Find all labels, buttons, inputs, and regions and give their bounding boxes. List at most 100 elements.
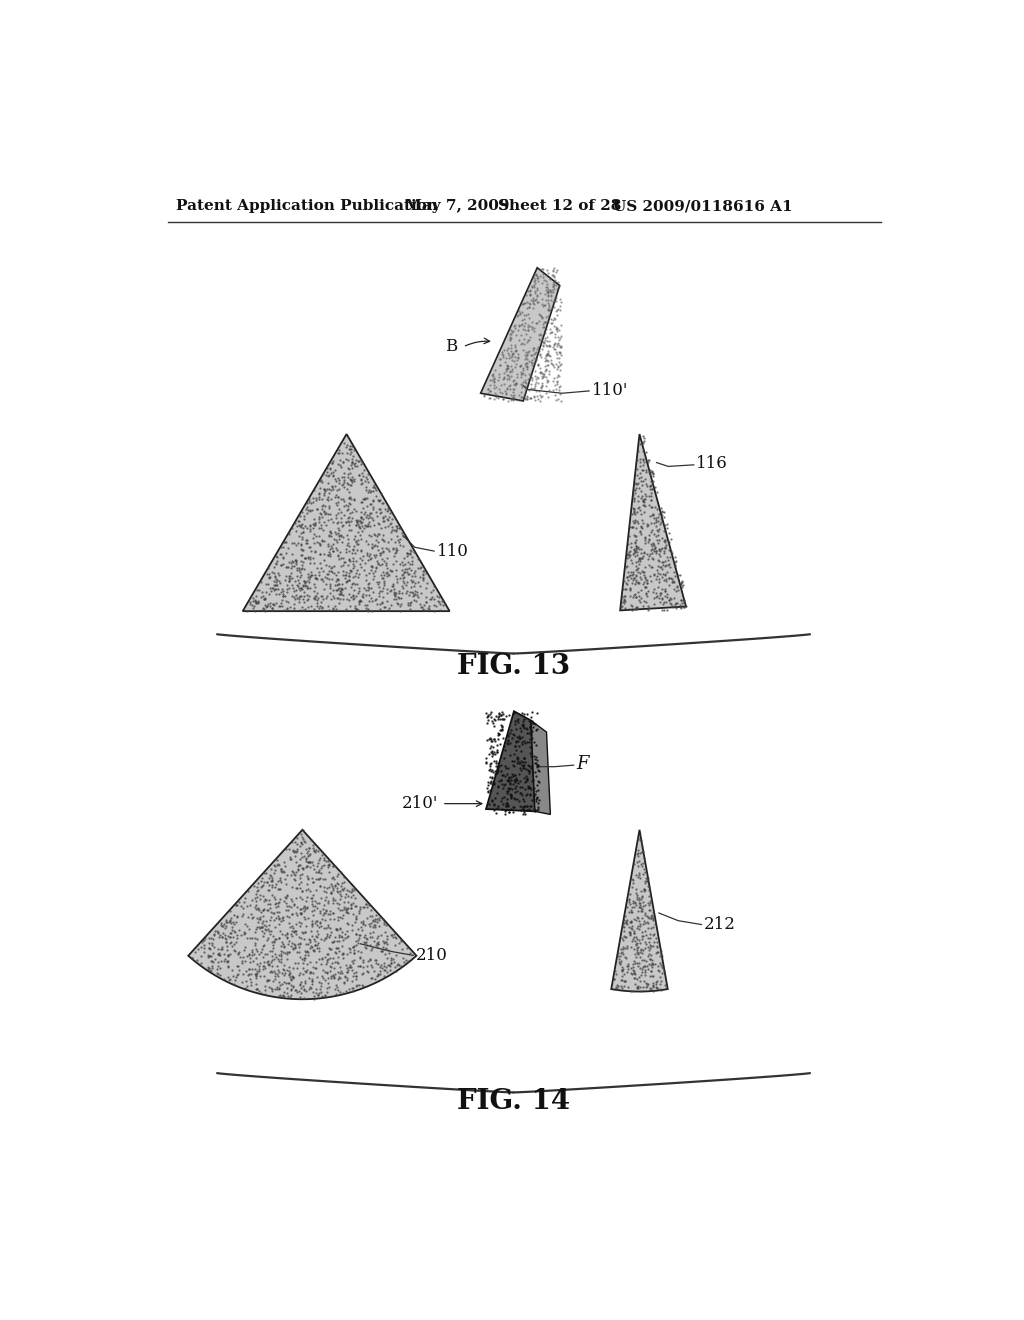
Point (401, 594, 418, 615)
Point (289, 834, 305, 855)
Point (513, 719, 529, 741)
Point (526, 385, 543, 407)
Point (205, 952, 221, 973)
Point (323, 508, 339, 529)
Point (514, 713, 530, 734)
Point (297, 576, 313, 597)
Point (311, 948, 328, 969)
Point (413, 582, 429, 603)
Point (629, 917, 645, 939)
Point (524, 770, 541, 791)
Point (292, 586, 308, 607)
Point (330, 569, 346, 590)
Point (339, 473, 355, 494)
Point (545, 370, 561, 391)
Point (337, 539, 353, 560)
Point (350, 451, 367, 473)
Point (406, 583, 422, 605)
Point (353, 974, 370, 995)
Point (649, 936, 666, 957)
Point (522, 796, 539, 817)
Point (393, 582, 410, 603)
Point (292, 561, 308, 582)
Point (553, 391, 569, 412)
Point (618, 935, 635, 956)
Point (540, 342, 556, 363)
Point (526, 748, 543, 770)
Point (369, 502, 385, 523)
Point (648, 585, 665, 606)
Point (628, 478, 644, 499)
Point (361, 935, 378, 956)
Point (359, 533, 376, 554)
Point (241, 958, 257, 979)
Point (260, 954, 276, 975)
Point (305, 904, 322, 925)
Point (525, 777, 542, 799)
Point (267, 929, 284, 950)
Point (483, 791, 500, 812)
Point (642, 475, 658, 496)
Point (350, 956, 367, 977)
Point (641, 908, 657, 929)
Point (373, 924, 389, 945)
Point (307, 935, 324, 956)
Point (536, 335, 552, 356)
Point (521, 350, 538, 371)
Point (520, 710, 537, 731)
Point (626, 568, 642, 589)
Point (306, 895, 323, 916)
Point (549, 260, 565, 281)
Point (371, 524, 387, 545)
Point (373, 954, 389, 975)
Point (545, 309, 561, 330)
Point (503, 719, 519, 741)
Point (500, 338, 516, 359)
Point (668, 550, 684, 572)
Point (251, 916, 267, 937)
Point (317, 909, 334, 931)
Point (552, 355, 568, 376)
Point (653, 506, 670, 527)
Point (338, 437, 354, 458)
Point (645, 975, 662, 997)
Point (265, 935, 282, 956)
Point (636, 428, 652, 449)
Point (410, 581, 426, 602)
Point (318, 585, 335, 606)
Point (637, 956, 653, 977)
Point (244, 928, 260, 949)
Point (388, 568, 404, 589)
Point (481, 387, 498, 408)
Point (326, 869, 342, 890)
Point (227, 921, 244, 942)
Point (282, 986, 298, 1007)
Point (345, 884, 361, 906)
Point (621, 541, 637, 562)
Point (308, 487, 325, 508)
Point (630, 441, 646, 462)
Point (291, 965, 307, 986)
Point (616, 925, 633, 946)
Point (546, 265, 562, 286)
Point (267, 593, 284, 614)
Point (328, 521, 344, 543)
Point (645, 564, 662, 585)
Point (260, 894, 276, 915)
Point (529, 372, 546, 393)
Point (286, 921, 302, 942)
Point (624, 869, 640, 890)
Point (535, 313, 551, 334)
Point (308, 925, 325, 946)
Point (636, 572, 652, 593)
Point (284, 557, 300, 578)
Point (418, 587, 434, 609)
Point (652, 557, 669, 578)
Point (327, 595, 343, 616)
Point (546, 279, 562, 300)
Point (633, 543, 649, 564)
Point (644, 952, 660, 973)
Point (391, 517, 408, 539)
Point (329, 524, 345, 545)
Point (622, 923, 638, 944)
